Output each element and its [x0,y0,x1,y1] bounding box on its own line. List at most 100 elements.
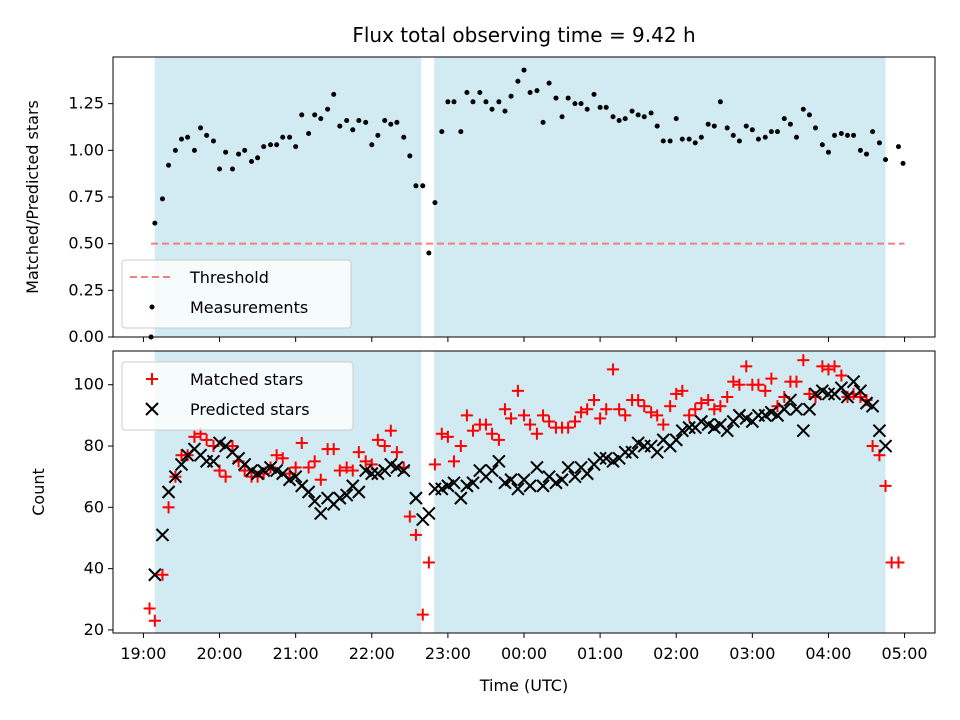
matched-star-point [600,403,613,416]
measurement-point [331,91,337,97]
matched-star-point [638,400,651,413]
predicted-legend-label: Predicted stars [190,400,310,419]
measurements-legend-swatch [149,304,155,310]
matched-star-point [498,403,511,416]
predicted-star-point [568,469,582,484]
measurement-point [635,112,641,118]
measurement-point [337,123,343,129]
y-tick-label: 1.00 [68,140,104,159]
measurement-point [382,117,388,123]
measurement-point [895,144,901,150]
measurement-point [717,99,723,105]
measurement-point [229,166,235,172]
matched-star-point [428,458,441,471]
measurement-point [603,104,609,110]
matched-star-point [416,608,429,621]
measurement-point [851,132,857,138]
matched-star-point [505,412,518,425]
measurement-point [730,132,736,138]
predicted-star-point [492,454,506,469]
measurement-point [698,134,704,140]
measurement-point [838,131,844,137]
measurement-point [578,101,584,107]
measurement-point [762,134,768,140]
matched-star-point [511,384,524,397]
matched-star-point [562,421,575,434]
measurement-point [832,132,838,138]
matched-star-point [479,418,492,431]
matched-star-point [441,430,454,443]
predicted-star-point [206,454,221,469]
observing-interval [434,57,886,337]
predicted-star-point [840,390,855,404]
top-yticks-group: 0.00 0.25 0.50 0.75 1.00 1.25 [68,94,113,346]
top-legend: Threshold Measurements [121,259,352,329]
measurement-point [496,99,502,105]
matched-star-point [727,375,740,388]
y-tick-label: 0.75 [68,187,104,206]
measurement-point [451,99,457,105]
measurement-point [597,104,603,110]
measurement-point [534,88,540,94]
matched-star-point [835,369,848,382]
matched-star-point [384,424,397,437]
matched-star-point [828,360,841,373]
predicted-star-point [155,528,170,542]
top-shade-group [154,57,886,337]
predicted-star-point [511,482,525,496]
matched-star-point [651,409,664,422]
matched-star-point [657,418,670,431]
predicted-star-point [536,479,550,493]
matched-star-point [346,464,359,477]
x-tick-label: 00:00 [501,644,547,663]
x-tick-label: 21:00 [273,644,319,663]
chart-title: Flux total observing time = 9.42 h [352,23,695,47]
measurement-point [159,196,165,202]
measurement-point [819,142,825,148]
matched-star-point [575,406,588,419]
measurement-point [527,89,533,95]
predicted-star-point [422,506,436,521]
predicted-star-point [732,408,747,423]
matched-star-point [594,412,607,425]
y-tick-label: 40 [84,559,104,578]
y-tick-label: 1.25 [68,94,104,113]
matched-star-point [447,455,460,468]
measurement-point [787,121,793,127]
bottom-panel: 20 40 60 80 100 19:00 20:00 21:00 22:00 23:00 00:… [29,350,936,695]
predicted-star-point [314,506,328,521]
measurement-point [312,112,318,118]
x-tick-label: 20:00 [197,644,243,663]
matched-star-point [492,433,505,446]
matched-star-point [333,464,346,477]
measurement-point [724,125,730,131]
predicted-star-point [288,469,303,484]
matched-legend-label: Matched stars [190,370,303,389]
y-tick-label: 20 [84,620,104,639]
matched-star-point [708,403,721,416]
matched-star-point [568,415,581,428]
matched-star-point [752,378,765,391]
x-tick-label: 05:00 [882,644,928,663]
observing-interval [434,351,886,633]
matched-star-point [714,400,727,413]
matched-star-point [530,427,543,440]
predicted-star-point [561,460,575,475]
matched-star-point [454,440,467,453]
measurement-point [883,157,889,163]
matched-star-point [664,400,677,413]
measurement-point [679,136,685,142]
matched-star-point [613,403,626,416]
measurement-point [236,151,242,157]
top-points-group [148,67,906,340]
matched-star-point [695,397,708,410]
predicted-star-point [865,399,880,413]
matched-star-point [645,406,658,419]
matched-star-point [314,473,327,486]
measurement-point [813,125,819,131]
measurement-point [432,200,438,206]
measurement-point [870,129,876,135]
matched-star-point [403,510,416,523]
matched-star-point [822,363,835,376]
measurement-point [641,114,647,120]
